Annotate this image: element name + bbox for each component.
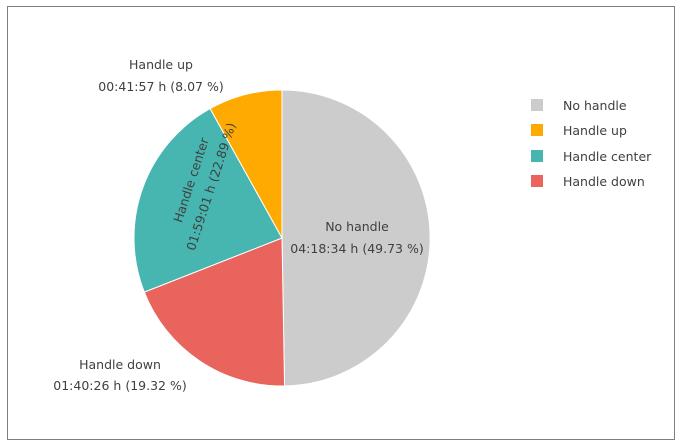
- legend-label-no-handle: No handle: [563, 98, 627, 113]
- label-handle-up-value: 00:41:57 h (8.07 %): [98, 79, 223, 94]
- legend-swatch-handle-center: [531, 150, 543, 162]
- legend-label-handle-down: Handle down: [563, 174, 645, 189]
- pie-slices: [133, 89, 431, 387]
- slice-no-handle[interactable]: [281, 89, 431, 387]
- legend-label-handle-up: Handle up: [563, 123, 627, 138]
- legend-swatch-handle-down: [531, 175, 543, 187]
- legend-item-handle-down[interactable]: Handle down: [531, 174, 645, 189]
- slice-handle-center[interactable]: [133, 107, 283, 293]
- legend: No handle Handle up Handle center Handle…: [531, 98, 652, 189]
- slice-handle-up[interactable]: [209, 89, 283, 240]
- legend-swatch-handle-up: [531, 124, 543, 136]
- legend-item-handle-up[interactable]: Handle up: [531, 123, 627, 138]
- label-no-handle-value: 04:18:34 h (49.73 %): [290, 241, 423, 256]
- label-no-handle-name: No handle: [325, 219, 389, 234]
- label-handle-up-name: Handle up: [129, 57, 193, 72]
- legend-label-handle-center: Handle center: [563, 149, 652, 164]
- legend-item-handle-center[interactable]: Handle center: [531, 149, 652, 164]
- label-handle-down-value: 01:40:26 h (19.32 %): [53, 378, 186, 393]
- label-handle-down-name: Handle down: [79, 357, 161, 372]
- legend-swatch-no-handle: [531, 99, 543, 111]
- legend-item-no-handle[interactable]: No handle: [531, 98, 627, 113]
- slice-handle-down[interactable]: [143, 237, 286, 387]
